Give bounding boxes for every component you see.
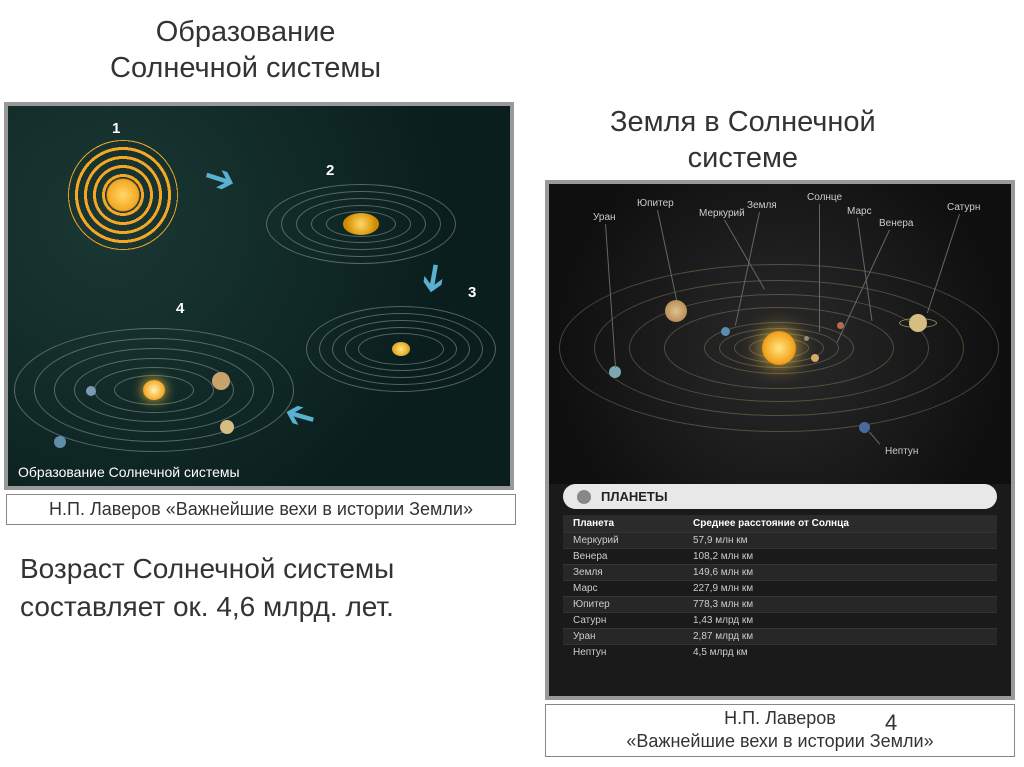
stage-1-nebula bbox=[68, 140, 178, 250]
solar-system-diagram: Солнце Меркурий Венера Земля Марс Юпитер… bbox=[545, 180, 1015, 700]
planets-table: ПЛАНЕТЫ Планета Среднее расстояние от Со… bbox=[549, 484, 1011, 696]
cell-planet: Юпитер bbox=[573, 599, 693, 610]
stage-4-jupiter bbox=[212, 372, 230, 390]
mercury-icon bbox=[804, 336, 809, 341]
label-mercury: Меркурий bbox=[699, 208, 745, 219]
table-row: Юпитер778,3 млн км bbox=[563, 596, 997, 612]
left-credit: Н.П. Лаверов «Важнейшие вехи в истории З… bbox=[6, 494, 516, 525]
header-planet: Планета bbox=[573, 518, 693, 529]
stage-4-p2 bbox=[54, 436, 66, 448]
table-row: Венера108,2 млн км bbox=[563, 548, 997, 564]
cell-distance: 778,3 млн км bbox=[693, 599, 753, 610]
label-jupiter: Юпитер bbox=[637, 198, 674, 209]
table-title-text: ПЛАНЕТЫ bbox=[601, 489, 668, 504]
venus-icon bbox=[811, 354, 819, 362]
cell-distance: 149,6 млн км bbox=[693, 567, 753, 578]
stage-4-sun bbox=[143, 380, 165, 400]
cell-distance: 1,43 млрд км bbox=[693, 615, 753, 626]
table-row: Марс227,9 млн км bbox=[563, 580, 997, 596]
stage-num-2: 2 bbox=[326, 162, 334, 179]
right-credit: Н.П. Лаверов«Важнейшие вехи в истории Зе… bbox=[545, 704, 1015, 757]
age-text-content: Возраст Солнечной системысоставляет ок. … bbox=[20, 553, 394, 622]
title-formation: ОбразованиеСолнечной системы bbox=[110, 14, 381, 87]
table-row: Нептун4,5 млрд км bbox=[563, 644, 997, 660]
stage-num-4: 4 bbox=[176, 300, 184, 317]
formation-diagram: 1 2 3 4 ➔ ➔ ➔ Образование Солнечн bbox=[4, 102, 514, 490]
stage-num-1: 1 bbox=[112, 120, 120, 137]
sun-icon bbox=[762, 331, 796, 365]
label-venus: Венера bbox=[879, 218, 913, 229]
table-row: Уран2,87 млрд км bbox=[563, 628, 997, 644]
cell-planet: Меркурий bbox=[573, 535, 693, 546]
label-sun: Солнце bbox=[807, 192, 842, 203]
table-header: Планета Среднее расстояние от Солнца bbox=[563, 515, 997, 532]
title-earth-text: Земля в Солнечнойсистеме bbox=[610, 106, 876, 174]
cell-distance: 2,87 млрд км bbox=[693, 631, 753, 642]
label-neptune: Нептун bbox=[885, 446, 918, 457]
cell-distance: 227,9 млн км bbox=[693, 583, 753, 594]
label-uranus: Уран bbox=[593, 212, 616, 223]
cell-planet: Уран bbox=[573, 631, 693, 642]
table-dot-icon bbox=[577, 490, 591, 504]
title-formation-text: ОбразованиеСолнечной системы bbox=[110, 16, 381, 84]
page-number: 4 bbox=[885, 710, 897, 736]
cell-planet: Венера bbox=[573, 551, 693, 562]
uranus-icon bbox=[609, 366, 621, 378]
header-distance: Среднее расстояние от Солнца bbox=[693, 518, 849, 529]
stage-4-saturn bbox=[220, 420, 234, 434]
jupiter-icon bbox=[665, 300, 687, 322]
table-title: ПЛАНЕТЫ bbox=[563, 484, 997, 509]
cell-distance: 108,2 млн км bbox=[693, 551, 753, 562]
cell-distance: 57,9 млн км bbox=[693, 535, 748, 546]
table-row: Меркурий57,9 млн км bbox=[563, 532, 997, 548]
cell-distance: 4,5 млрд км bbox=[693, 647, 748, 658]
table-rows: Меркурий57,9 млн кмВенера108,2 млн кмЗем… bbox=[563, 532, 997, 660]
table-row: Земля149,6 млн км bbox=[563, 564, 997, 580]
saturn-ring bbox=[899, 318, 937, 328]
label-mars: Марс bbox=[847, 206, 872, 217]
cell-planet: Земля bbox=[573, 567, 693, 578]
earth-icon bbox=[721, 327, 730, 336]
cell-planet: Марс bbox=[573, 583, 693, 594]
table-row: Сатурн1,43 млрд км bbox=[563, 612, 997, 628]
stage-4-p1 bbox=[86, 386, 96, 396]
solar-system-area: Солнце Меркурий Венера Земля Марс Юпитер… bbox=[549, 184, 1011, 484]
cell-planet: Нептун bbox=[573, 647, 693, 658]
age-text: Возраст Солнечной системысоставляет ок. … bbox=[20, 550, 394, 626]
label-saturn: Сатурн bbox=[947, 202, 980, 213]
cell-planet: Сатурн bbox=[573, 615, 693, 626]
stage-num-3: 3 bbox=[468, 284, 476, 301]
title-earth: Земля в Солнечнойсистеме bbox=[610, 104, 876, 177]
formation-caption: Образование Солнечной системы bbox=[18, 464, 240, 480]
label-earth: Земля bbox=[747, 200, 777, 211]
